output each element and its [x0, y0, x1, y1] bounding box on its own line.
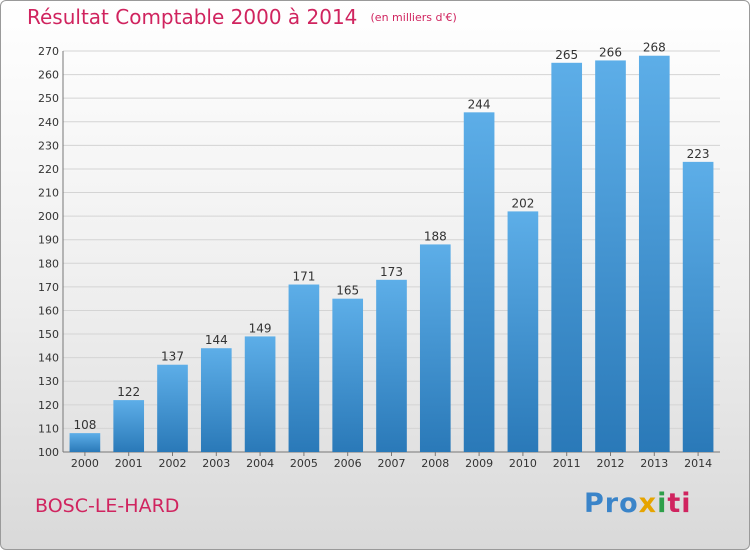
data-label: 266 [599, 45, 622, 59]
bar [332, 298, 364, 452]
chart-title: Résultat Comptable 2000 à 2014 [27, 5, 358, 29]
y-tick-label: 160 [38, 304, 59, 317]
x-tick-label: 2006 [334, 457, 362, 470]
data-label: 265 [555, 48, 578, 62]
y-tick-label: 200 [38, 210, 59, 223]
y-tick-label: 250 [38, 92, 59, 105]
y-tick-label: 100 [38, 446, 59, 459]
x-tick-label: 2012 [597, 457, 625, 470]
bar [376, 279, 407, 452]
y-tick-label: 190 [38, 234, 59, 247]
x-tick-label: 2008 [421, 457, 449, 470]
data-label: 173 [380, 265, 403, 279]
y-tick-label: 130 [38, 375, 59, 388]
x-tick-label: 2004 [246, 457, 274, 470]
y-tick-label: 260 [38, 69, 59, 82]
bar [463, 112, 495, 453]
bar [244, 336, 276, 452]
x-tick-label: 2002 [159, 457, 187, 470]
data-label: 149 [249, 321, 272, 335]
bar [200, 348, 232, 452]
y-tick-label: 270 [38, 45, 59, 58]
bar [682, 161, 714, 453]
data-label: 188 [424, 229, 447, 243]
data-label: 137 [161, 350, 184, 364]
data-label: 108 [73, 418, 96, 432]
y-tick-label: 110 [38, 422, 59, 435]
x-tick-label: 2013 [640, 457, 668, 470]
x-tick-label: 2003 [202, 457, 230, 470]
x-tick-label: 2011 [553, 457, 581, 470]
x-tick-label: 2000 [71, 457, 99, 470]
data-label: 165 [336, 284, 359, 298]
bar [69, 433, 101, 452]
x-tick-label: 2014 [684, 457, 712, 470]
y-tick-label: 210 [38, 187, 59, 200]
y-tick-label: 120 [38, 399, 59, 412]
proxiti-logo: Proxiti [584, 488, 692, 519]
x-tick-label: 2009 [465, 457, 493, 470]
bar [288, 284, 320, 452]
y-tick-label: 240 [38, 116, 59, 129]
data-label: 202 [511, 196, 534, 210]
bar [551, 62, 583, 452]
data-label: 268 [643, 41, 666, 55]
data-label: 122 [117, 385, 140, 399]
bar [419, 244, 451, 452]
y-tick-label: 230 [38, 139, 59, 152]
data-label: 244 [468, 97, 491, 111]
y-tick-label: 140 [38, 352, 59, 365]
bar [157, 364, 188, 452]
title-row: Résultat Comptable 2000 à 2014 (en milli… [27, 5, 457, 29]
data-label: 171 [292, 270, 315, 284]
commune-name: BOSC-LE-HARD [35, 495, 180, 517]
data-label: 223 [687, 147, 710, 161]
chart-subtitle: (en milliers d'€) [370, 11, 457, 24]
data-label: 144 [205, 333, 228, 347]
x-tick-label: 2005 [290, 457, 318, 470]
y-tick-label: 180 [38, 257, 59, 270]
x-tick-label: 2007 [378, 457, 406, 470]
y-tick-label: 220 [38, 163, 59, 176]
x-tick-label: 2010 [509, 457, 537, 470]
bar [507, 211, 539, 452]
y-tick-label: 150 [38, 328, 59, 341]
bar [638, 55, 670, 452]
bar [113, 400, 145, 452]
y-tick-label: 170 [38, 281, 59, 294]
x-tick-label: 2001 [115, 457, 143, 470]
bar [595, 60, 626, 452]
